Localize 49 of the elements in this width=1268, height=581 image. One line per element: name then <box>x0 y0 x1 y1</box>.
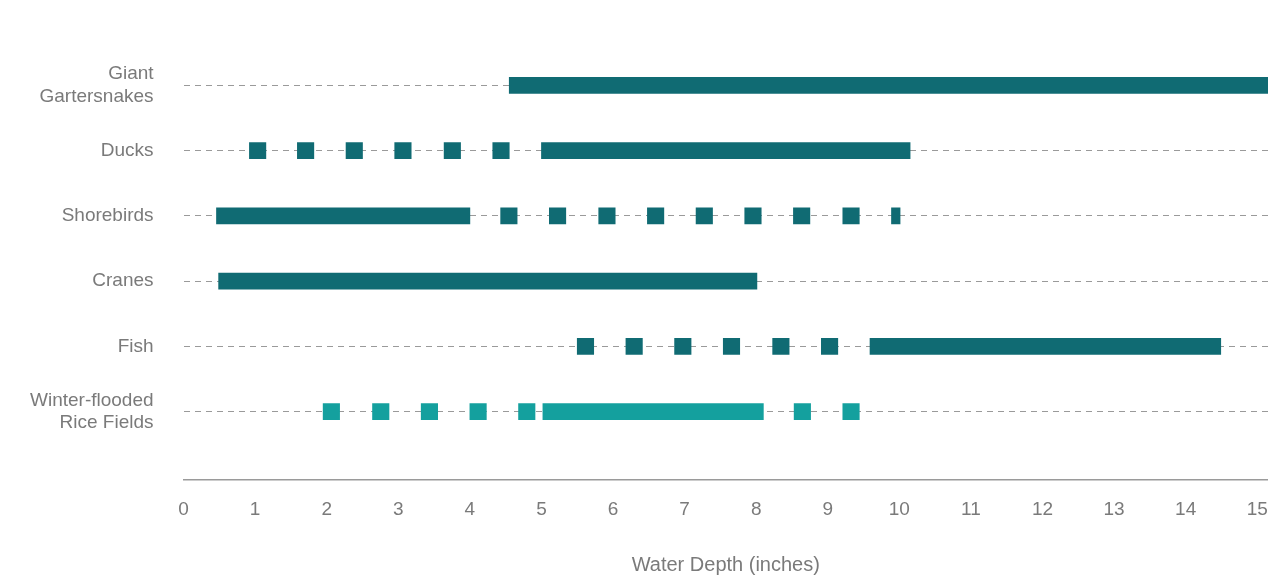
x-tick-label: 12 <box>1031 497 1054 519</box>
bar <box>744 207 762 225</box>
x-tick-label: 7 <box>679 497 690 519</box>
bar <box>249 142 267 160</box>
bar <box>722 338 741 355</box>
bar <box>576 338 595 355</box>
x-tick-label: 14 <box>1175 497 1197 519</box>
x-tick-label: 15 <box>1246 497 1268 519</box>
y-tick-label: Shorebirds <box>61 204 154 226</box>
bar <box>541 142 911 160</box>
x-tick-label: 3 <box>393 497 404 519</box>
x-tick-label: 9 <box>822 497 834 519</box>
y-tick-label: Cranes <box>92 269 154 291</box>
bar <box>647 207 665 225</box>
x-tick-label: 13 <box>1103 497 1125 519</box>
bar <box>869 338 1222 355</box>
bar <box>821 338 839 355</box>
x-tick-label: 10 <box>888 497 910 519</box>
bar <box>492 142 510 160</box>
x-tick-label: 1 <box>249 497 261 519</box>
bar <box>394 142 412 160</box>
bar <box>695 207 713 225</box>
x-tick-label: 2 <box>321 497 333 519</box>
bar <box>443 142 461 160</box>
y-tick-label: Winter-flooded Rice Fields <box>29 388 154 433</box>
x-tick-label: 8 <box>750 497 762 519</box>
bar <box>345 142 363 160</box>
bar <box>500 207 518 225</box>
x-tick-label: 4 <box>464 497 476 519</box>
bar <box>674 338 692 355</box>
bar <box>842 207 860 225</box>
bar <box>772 338 790 355</box>
x-axis-title: Water Depth (inches) <box>631 552 820 575</box>
bar <box>216 207 471 225</box>
bar <box>297 142 315 160</box>
y-tick-label: Giant Gartersnakes <box>39 62 155 107</box>
x-tick-label: 11 <box>961 497 981 519</box>
x-tick-label: 0 <box>178 497 189 519</box>
bar <box>508 77 1268 94</box>
y-tick-label: Fish <box>117 334 154 356</box>
x-tick-label: 5 <box>536 497 547 519</box>
x-tick-label: 6 <box>607 497 619 519</box>
bar <box>891 207 901 225</box>
bar <box>549 207 567 225</box>
bar <box>218 272 758 290</box>
y-tick-label: Ducks <box>100 138 154 160</box>
bar <box>598 207 616 225</box>
bar <box>625 338 643 355</box>
bar <box>842 403 860 421</box>
